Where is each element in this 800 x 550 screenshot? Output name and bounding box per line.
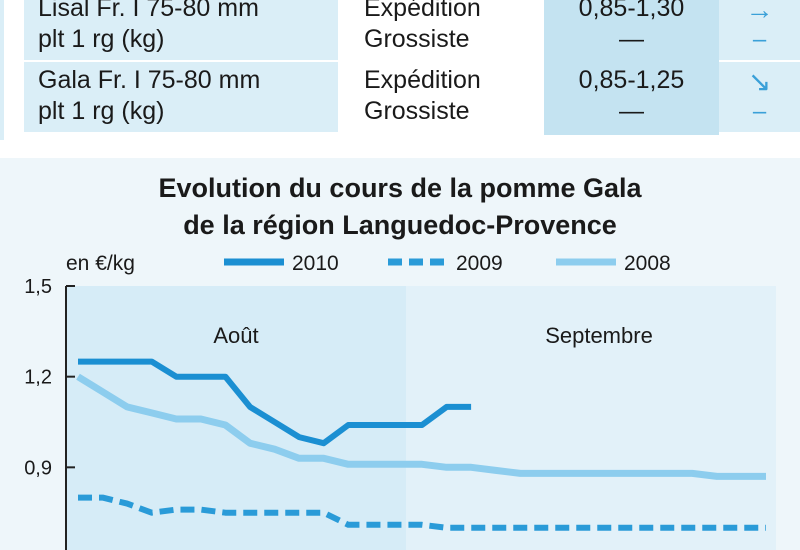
stage-grossiste: Grossiste: [364, 97, 470, 125]
series-line-2008: [76, 373, 766, 480]
stage-expedition: Expédition: [364, 66, 481, 94]
price-grossiste: —: [619, 97, 644, 125]
line-chart: Août Septembre 0,6 0,9 1,2 1,5 en €/kg 2010 2009…: [24, 252, 776, 550]
price-cell: 0,85-1,30 —: [544, 0, 719, 63]
legend-label-2008: 2008: [624, 252, 671, 275]
product-name: Lisal Fr. I 75-80 mm: [38, 0, 259, 22]
y-tick-label: 0,9: [24, 457, 52, 479]
chart-title-line2: de la région Languedoc-Provence: [183, 210, 617, 240]
trend-dash-icon: –: [752, 26, 767, 53]
table-left-border: [0, 0, 4, 140]
chart-panel: Evolution du cours de la pomme Gala de l…: [0, 158, 800, 550]
y-tick-label: 1,2: [24, 367, 52, 389]
series-line-2009: [78, 494, 766, 531]
price-table: Lisal Fr. I 75-80 mm plt 1 rg (kg) Expéd…: [0, 0, 800, 140]
product-packaging: plt 1 rg (kg): [38, 97, 165, 125]
price-cell: 0,85-1,25 —: [544, 62, 719, 135]
table-row: Lisal Fr. I 75-80 mm plt 1 rg (kg) Expéd…: [24, 0, 800, 63]
price-expedition: 0,85-1,30: [578, 0, 685, 22]
price-grossiste: —: [619, 25, 644, 53]
trend-cell: → –: [719, 0, 800, 63]
month-label-aout: Août: [213, 323, 258, 348]
stage-grossiste: Grossiste: [364, 25, 470, 53]
trend-cell: ↘ –: [719, 62, 800, 135]
chart-title: Evolution du cours de la pomme Gala de l…: [0, 170, 800, 244]
month-label-septembre: Septembre: [545, 323, 653, 348]
period-august-band: [66, 286, 406, 550]
product-cell: Gala Fr. I 75-80 mm plt 1 rg (kg): [24, 62, 328, 135]
legend-label-2009: 2009: [456, 252, 503, 275]
product-cell: Lisal Fr. I 75-80 mm plt 1 rg (kg): [24, 0, 328, 63]
legend-label-2010: 2010: [292, 252, 339, 275]
table-row: Gala Fr. I 75-80 mm plt 1 rg (kg) Expédi…: [24, 62, 800, 135]
trend-right-arrow-icon: →: [745, 0, 774, 25]
trend-down-arrow-icon: ↘: [747, 66, 772, 97]
y-tick-label: 1,5: [24, 276, 52, 298]
product-name: Gala Fr. I 75-80 mm: [38, 66, 261, 94]
stage-expedition: Expédition: [364, 0, 481, 22]
period-september-band: [406, 286, 776, 550]
y-axis-label: en €/kg: [66, 252, 135, 275]
product-packaging: plt 1 rg (kg): [38, 25, 165, 53]
chart-title-line1: Evolution du cours de la pomme Gala: [158, 173, 642, 203]
series-line-2010: [78, 358, 472, 447]
price-expedition: 0,85-1,25: [578, 66, 685, 94]
trend-dash-icon: –: [752, 98, 767, 125]
y-tick-label: 0,6: [24, 548, 52, 550]
